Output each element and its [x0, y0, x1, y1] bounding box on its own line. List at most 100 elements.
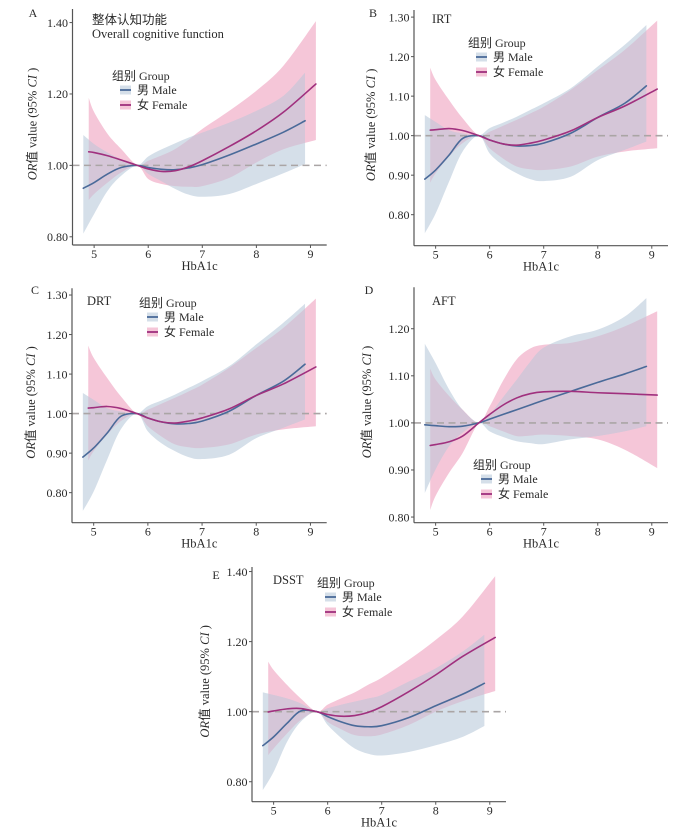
legend-item-male: 男 Male — [147, 310, 204, 324]
x-tick-label: 6 — [325, 804, 331, 818]
y-axis-title-part: 值 value (95% — [23, 366, 38, 442]
y-tick-label: 1.20 — [389, 50, 410, 64]
x-tick-label: 6 — [487, 248, 493, 262]
y-tick-label: 0.90 — [389, 463, 410, 477]
legend-item-female: 女 Female — [147, 324, 214, 339]
panel-title: IRT — [432, 12, 452, 26]
y-axis-title-part: ) — [364, 69, 378, 76]
female-or-curve — [87, 366, 317, 424]
y-tick-label: 1.40 — [227, 565, 248, 579]
y-axis-title-part: ) — [360, 346, 374, 353]
legend-item-male: 男 Male — [481, 472, 538, 486]
x-axis-title: HbA1c — [182, 259, 219, 273]
legend-title: 组别 Group — [139, 296, 197, 310]
y-axis-title: OR值 value (95% CI ) — [25, 68, 40, 181]
y-axis-title-part: ) — [26, 68, 40, 75]
y-tick-label: 0.80 — [227, 775, 248, 789]
y-tick-label: 1.10 — [389, 89, 410, 103]
y-axis-title-part: OR — [198, 721, 212, 738]
x-tick-label: 6 — [145, 525, 151, 539]
y-tick-label: 1.40 — [47, 16, 68, 30]
legend-label: 男 Male — [342, 590, 382, 604]
legend-title: 组别 Group — [317, 576, 375, 590]
y-axis-title-part: CI — [24, 353, 38, 366]
y-axis-title-part: CI — [364, 75, 378, 88]
y-tick-label: 0.80 — [47, 230, 68, 244]
x-tick-label: 8 — [253, 247, 259, 261]
legend-label: 男 Male — [137, 83, 177, 97]
y-tick-label: 1.10 — [389, 369, 410, 383]
y-axis-title-part: OR — [24, 442, 38, 459]
x-tick-label: 8 — [433, 804, 439, 818]
legend-title: 组别 Group — [473, 458, 531, 472]
y-tick-label: 1.30 — [389, 10, 410, 24]
x-axis-title: HbA1c — [523, 260, 560, 274]
x-tick-label: 9 — [307, 525, 313, 539]
y-axis-title: OR值 value (95% CI ) — [359, 346, 374, 459]
panel-title: DRT — [87, 294, 112, 308]
y-tick-label: 1.10 — [47, 367, 68, 381]
x-tick-label: 9 — [649, 248, 655, 262]
x-tick-label: 5 — [271, 804, 277, 818]
y-tick-label: 1.20 — [47, 87, 68, 101]
panel-e: 0.80 1.00 1.20 1.40 5 6 7 8 9 HbA1c OR值 value (95%… — [197, 565, 506, 828]
panel-letter: E — [212, 568, 219, 582]
y-tick-label: 1.20 — [389, 322, 410, 336]
female-ci-band — [88, 21, 316, 201]
y-axis-title-part: CI — [198, 632, 212, 645]
x-tick-label: 7 — [541, 525, 547, 539]
x-axis-title: HbA1c — [523, 537, 560, 551]
panel-letter: D — [365, 283, 374, 297]
x-axis-title: HbA1c — [181, 537, 218, 551]
x-tick-label: 7 — [541, 248, 547, 262]
female-or-curve — [429, 390, 658, 447]
legend-title: 组别 Group — [468, 36, 526, 50]
legend-label: 女 Female — [137, 97, 187, 112]
legend-item-male: 男 Male — [120, 83, 177, 97]
legend-label: 女 Female — [493, 64, 543, 79]
male-or-curve — [262, 682, 486, 747]
panel-title: 整体认知功能 — [92, 12, 168, 27]
x-tick-label: 5 — [433, 248, 439, 262]
legend-item-female: 女 Female — [120, 97, 187, 112]
y-tick-label: 0.80 — [47, 486, 68, 500]
x-tick-label: 7 — [199, 247, 205, 261]
female-or-curve — [267, 636, 496, 718]
x-tick-label: 6 — [145, 247, 151, 261]
legend-item-female: 女 Female — [481, 486, 548, 501]
x-tick-label: 8 — [595, 525, 601, 539]
y-axis-title: OR值 value (95% CI ) — [363, 69, 378, 182]
x-tick-label: 9 — [487, 804, 493, 818]
panel-title: DSST — [273, 573, 304, 587]
y-axis-title-part: OR — [26, 163, 40, 180]
female-or-curve — [429, 88, 658, 146]
x-tick-label: 8 — [595, 248, 601, 262]
y-tick-label: 1.00 — [47, 159, 68, 173]
panel-a: 0.80 1.00 1.20 1.40 5 6 7 8 9 HbA1c OR值 value (95%… — [25, 6, 327, 273]
y-axis-title-part: CI — [360, 352, 374, 365]
y-axis-title-part: OR — [360, 441, 374, 458]
y-tick-label: 1.30 — [47, 288, 68, 302]
x-tick-label: 5 — [91, 525, 97, 539]
female-ci-band — [268, 576, 496, 756]
x-tick-label: 9 — [649, 525, 655, 539]
male-or-curve — [424, 365, 648, 428]
y-tick-label: 0.90 — [47, 446, 68, 460]
y-tick-label: 0.80 — [389, 208, 410, 222]
legend-item-female: 女 Female — [325, 604, 392, 619]
panel-title: AFT — [432, 294, 456, 308]
y-tick-label: 1.00 — [47, 407, 68, 421]
panel-d: 0.80 0.90 1.00 1.10 1.20 5 6 7 8 9 HbA1c OR值 value … — [359, 283, 668, 551]
x-tick-label: 8 — [253, 525, 259, 539]
panel-letter: B — [369, 6, 377, 20]
y-tick-label: 1.00 — [389, 129, 410, 143]
legend-label: 女 Female — [498, 486, 548, 501]
y-axis-title-part: CI — [26, 74, 40, 87]
y-axis-title: OR值 value (95% CI ) — [197, 625, 212, 738]
x-tick-label: 6 — [487, 525, 493, 539]
legend-label: 男 Male — [493, 50, 533, 64]
y-tick-label: 1.20 — [227, 635, 248, 649]
